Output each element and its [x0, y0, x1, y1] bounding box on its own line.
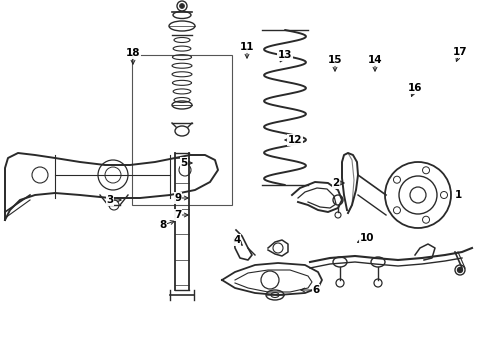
Circle shape	[179, 4, 185, 9]
Text: 9: 9	[174, 193, 182, 203]
Circle shape	[458, 267, 463, 273]
Text: 4: 4	[233, 235, 241, 245]
Text: 8: 8	[159, 220, 167, 230]
Text: 16: 16	[408, 83, 422, 93]
Text: 15: 15	[328, 55, 342, 65]
Text: 7: 7	[174, 210, 182, 220]
Text: 14: 14	[368, 55, 382, 65]
Text: 5: 5	[180, 158, 188, 168]
Text: 18: 18	[126, 48, 140, 58]
Text: 13: 13	[278, 50, 292, 60]
Text: 3: 3	[106, 195, 114, 205]
Text: 2: 2	[332, 178, 340, 188]
Text: 12: 12	[288, 135, 302, 145]
Text: 11: 11	[240, 42, 254, 52]
Bar	[132, 55, 232, 205]
Text: 10: 10	[360, 233, 374, 243]
Text: 6: 6	[313, 285, 319, 295]
Text: 17: 17	[453, 47, 467, 57]
Text: 1: 1	[454, 190, 462, 200]
